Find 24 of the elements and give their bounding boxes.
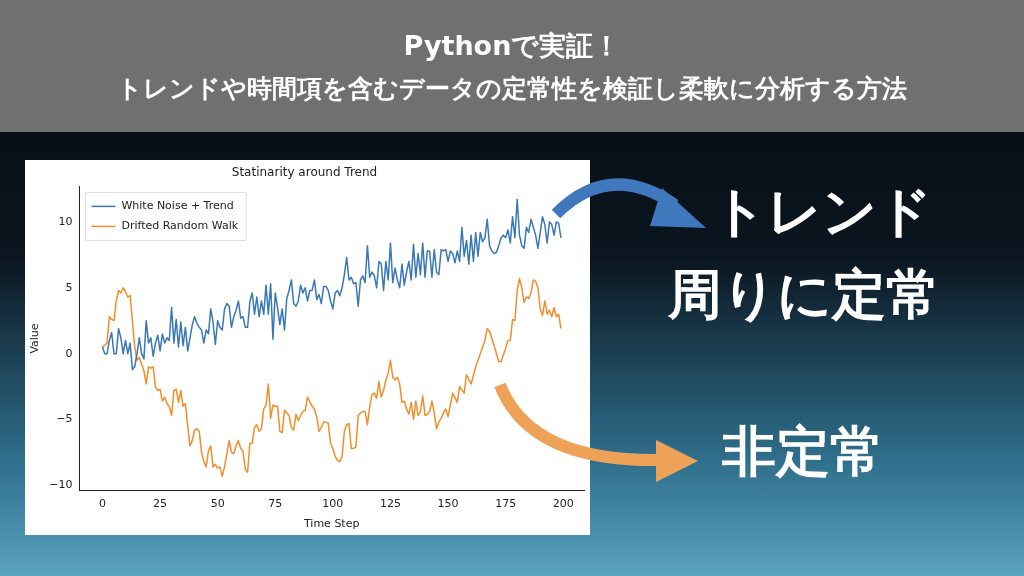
- x-tick-label: 200: [552, 497, 574, 511]
- y-axis-title: Value: [28, 323, 42, 354]
- text: Pythonで実証！: [403, 28, 621, 63]
- x-tick-label: 50: [210, 497, 225, 511]
- x-tick-label: 175: [495, 497, 517, 511]
- x-tick-label: 125: [379, 497, 401, 511]
- text: 非定常: [722, 420, 884, 483]
- text: トレンド: [712, 180, 932, 243]
- text: 周りに定常: [668, 263, 940, 326]
- x-tick-label: 150: [437, 497, 459, 511]
- x-tick-label: 75: [268, 497, 283, 511]
- y-tick-label: −5: [56, 412, 73, 426]
- x-tick-label: 100: [322, 497, 344, 511]
- legend-label: Drifted Random Walk: [121, 219, 239, 233]
- x-axis-title: Time Step: [302, 517, 360, 531]
- x-tick-label: 25: [153, 497, 168, 511]
- y-tick-label: 10: [58, 214, 73, 228]
- legend-label: White Noise + Trend: [121, 199, 234, 213]
- x-tick-label: 0: [98, 497, 106, 511]
- y-tick-label: −10: [49, 478, 73, 492]
- y-tick-label: 5: [65, 280, 73, 294]
- chart-title: Statinarity around Trend: [231, 165, 378, 180]
- y-tick-label: 0: [65, 346, 73, 360]
- text: トレンドや時間項を含むデータの定常性を検証し柔軟に分析する方法: [117, 72, 907, 105]
